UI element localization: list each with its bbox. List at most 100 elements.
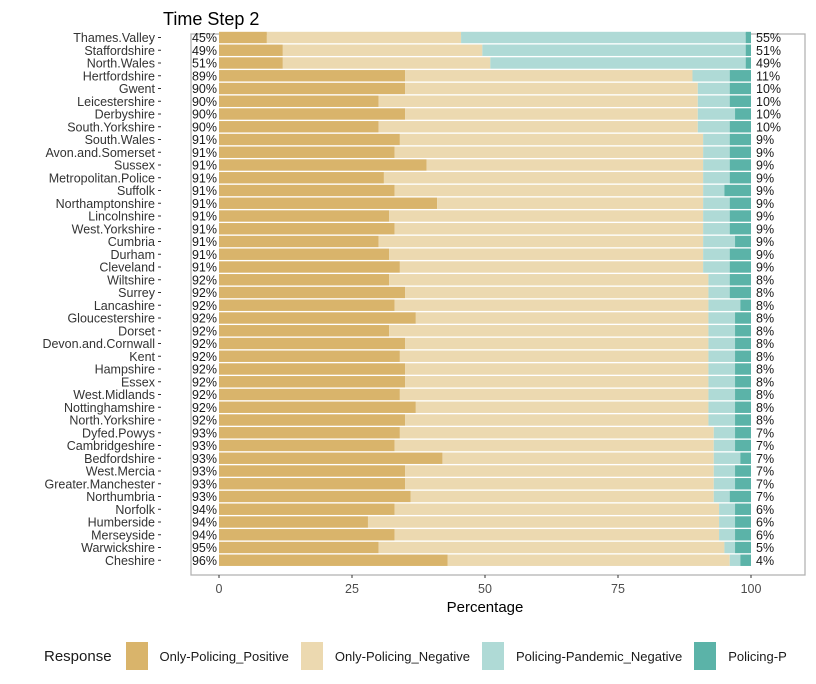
x-axis-title: Percentage [447, 599, 524, 616]
right-percent-label: 9% [756, 248, 774, 262]
bar-segment [703, 210, 730, 222]
bar-segment [219, 337, 406, 350]
category-label: Staffordshire [84, 44, 155, 58]
left-percent-label: 92% [192, 312, 217, 326]
bar-segment [219, 350, 400, 362]
bar-segment [219, 529, 395, 541]
bar-segment [735, 427, 751, 439]
category-label: Greater.Manchester [45, 477, 155, 491]
bar-segment [713, 465, 736, 477]
right-percent-label: 9% [756, 197, 774, 211]
bar-segment [405, 286, 709, 299]
legend-swatch [482, 642, 505, 670]
left-percent-label: 45% [192, 31, 217, 45]
bar-segment [378, 235, 704, 248]
category-label: Gwent [119, 82, 156, 96]
bar-segment [740, 554, 751, 566]
category-label: North.Wales [87, 57, 155, 71]
bar-segment [708, 325, 736, 337]
category-label: Cambridgeshire [67, 439, 155, 453]
bar-segment [735, 235, 751, 248]
category-label: North.Yorkshire [69, 414, 155, 428]
category-label: Hertfordshire [83, 69, 155, 83]
right-percent-label: 7% [756, 426, 774, 440]
bar-segment [697, 108, 736, 120]
bar-segment [735, 439, 751, 452]
bar-segment [394, 439, 714, 452]
bar-segment [219, 465, 406, 477]
bar-segment [219, 439, 395, 452]
x-tick-label: 25 [345, 582, 359, 596]
bar-segment [405, 376, 709, 388]
bar-segment [697, 121, 730, 133]
bar-segment [394, 223, 704, 235]
bar-segment [219, 70, 406, 82]
right-percent-label: 7% [756, 452, 774, 466]
bar-segment [740, 299, 751, 311]
bar-segment [219, 172, 384, 184]
right-percent-label: 8% [756, 312, 774, 326]
bar-segment [219, 31, 267, 44]
right-percent-label: 8% [756, 388, 774, 402]
right-percent-label: 8% [756, 273, 774, 287]
bar-segment [219, 490, 411, 503]
bar-segment [729, 133, 751, 146]
bar-segment [729, 554, 741, 566]
legend: Response Only-Policing_Positive Only-Poli… [44, 640, 799, 672]
bar-segment [703, 248, 730, 260]
bar-segment [219, 121, 379, 133]
left-percent-label: 92% [192, 324, 217, 338]
right-percent-label: 8% [756, 375, 774, 389]
bar-segment [735, 541, 751, 554]
left-percent-label: 93% [192, 465, 217, 479]
bar-segment [713, 427, 736, 439]
category-label: Leicestershire [77, 95, 155, 109]
right-percent-label: 7% [756, 439, 774, 453]
category-label: Norfolk [115, 503, 155, 517]
left-percent-label: 91% [192, 235, 217, 249]
bar-segment [729, 121, 751, 133]
bar-segment [219, 414, 406, 426]
left-percent-label: 91% [192, 171, 217, 185]
bar-segment [266, 31, 462, 44]
left-percent-label: 49% [192, 44, 217, 58]
category-label: Derbyshire [95, 108, 155, 122]
legend-swatch [694, 642, 717, 670]
category-label: Bedfordshire [84, 452, 155, 466]
bar-segment [219, 312, 416, 324]
bar-segment [708, 363, 736, 375]
bar-segment [219, 401, 416, 413]
bar-segment [394, 184, 704, 197]
left-percent-label: 90% [192, 120, 217, 134]
category-label: West.Midlands [73, 388, 155, 402]
right-percent-label: 8% [756, 363, 774, 377]
bar-segment [426, 159, 704, 171]
left-percent-label: 51% [192, 57, 217, 71]
left-percent-label: 92% [192, 375, 217, 389]
right-percent-label: 9% [756, 184, 774, 198]
legend-item: Only-Policing_Negative [300, 642, 470, 670]
category-label: Humberside [88, 516, 155, 530]
right-percent-label: 10% [756, 120, 781, 134]
bar-segment [745, 44, 751, 56]
bar-segment [729, 261, 751, 273]
bar-segment [713, 439, 736, 452]
bar-segment [703, 184, 725, 197]
right-percent-label: 5% [756, 541, 774, 555]
right-percent-label: 8% [756, 350, 774, 364]
category-label: Suffolk [117, 184, 156, 198]
left-percent-label: 91% [192, 133, 217, 147]
bar-segment [708, 286, 730, 299]
bar-segment [383, 172, 704, 184]
bar-segment [729, 172, 751, 184]
bar-segment [219, 427, 400, 439]
bar-segment [708, 401, 736, 413]
bar-segment [219, 146, 395, 158]
category-label: Kent [129, 350, 155, 364]
bar-segment [378, 541, 725, 554]
bar-segment [282, 57, 491, 69]
category-label: Hampshire [95, 363, 155, 377]
bar-segment [708, 388, 736, 401]
left-percent-label: 94% [192, 503, 217, 517]
left-percent-label: 93% [192, 490, 217, 504]
